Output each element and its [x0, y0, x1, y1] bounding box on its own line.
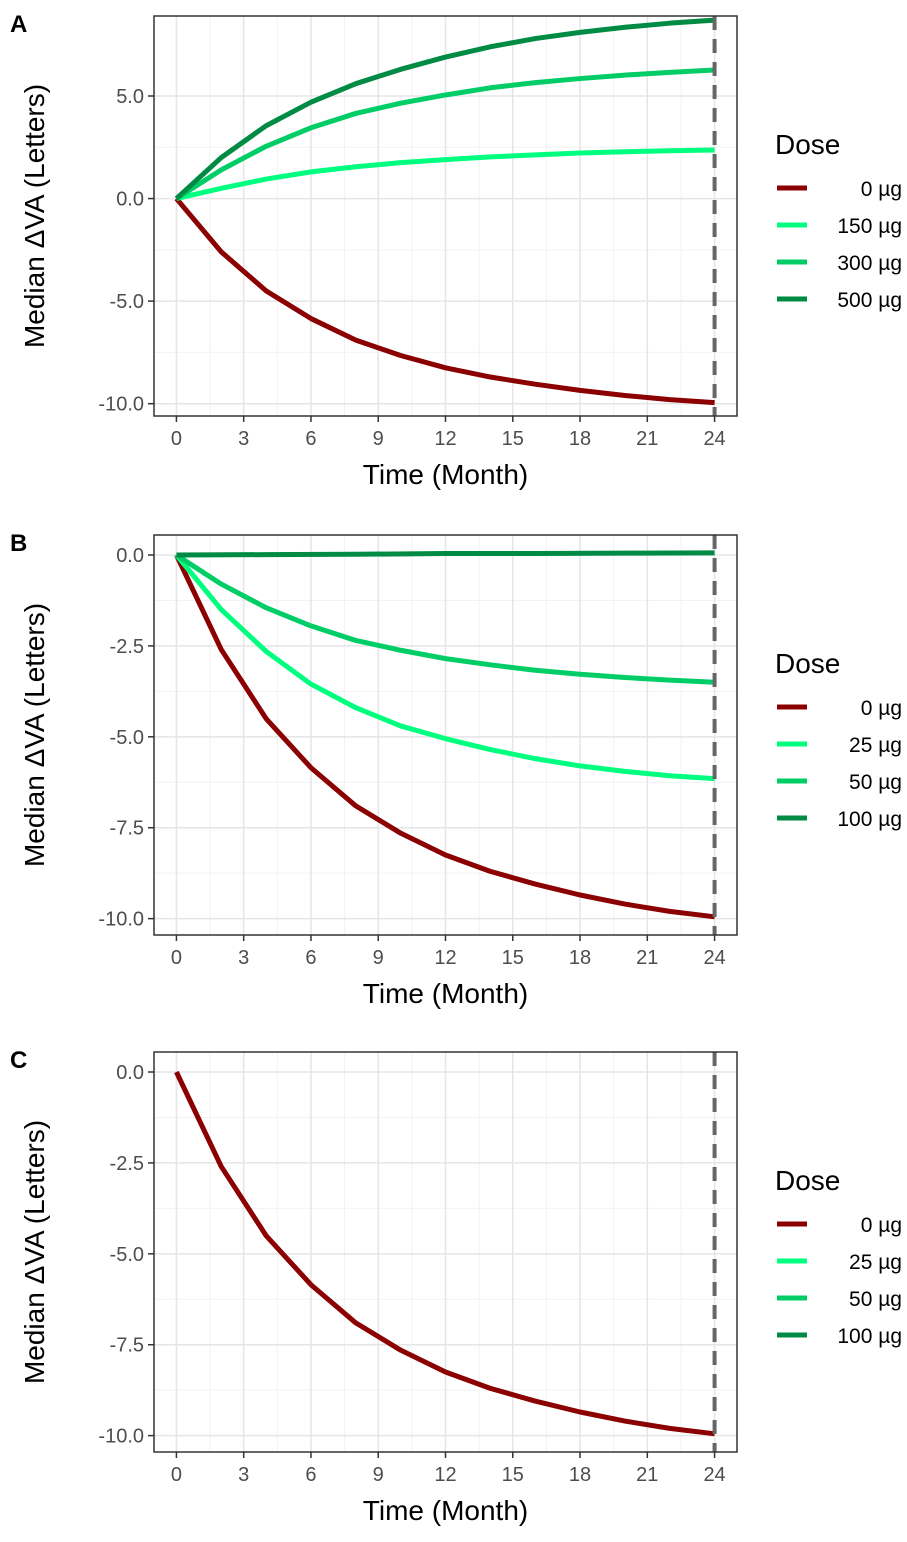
y-tick-label: -10.0 — [98, 394, 144, 416]
legend-title: Dose — [775, 1165, 840, 1196]
y-tick-label: 0.0 — [116, 189, 144, 211]
legend-title: Dose — [775, 648, 840, 679]
legend-label-3: 100 µg — [837, 1325, 902, 1348]
x-tick-label: 15 — [502, 1464, 524, 1486]
series-line-0 — [174, 553, 715, 920]
y-tick-label: -10.0 — [98, 1426, 144, 1448]
x-tick-label: 21 — [636, 947, 658, 969]
y-tick-label: 5.0 — [116, 86, 144, 108]
x-tick-label: 18 — [569, 947, 591, 969]
series-line-0 — [174, 1070, 715, 1437]
legend-label-0: 0 µg — [861, 1214, 902, 1237]
panel-label: A — [10, 11, 27, 38]
legend-label-0: 0 µg — [861, 697, 902, 720]
y-tick-label: -5.0 — [110, 1244, 144, 1266]
x-tick-label: 9 — [373, 947, 384, 969]
legend-label-3: 500 µg — [837, 289, 902, 312]
x-tick-label: 21 — [636, 428, 658, 450]
x-tick-label: 12 — [434, 428, 456, 450]
series-line-2 — [175, 67, 715, 201]
x-tick-label: 12 — [434, 947, 456, 969]
x-tick-label: 3 — [238, 947, 249, 969]
x-tick-label: 18 — [569, 428, 591, 450]
y-tick-label: -5.0 — [110, 727, 144, 749]
x-tick-label: 6 — [305, 428, 316, 450]
x-axis-title: Time (Month) — [363, 978, 528, 1009]
series-line-1 — [175, 147, 715, 201]
x-tick-label: 24 — [703, 1464, 725, 1486]
y-tick-label: -7.5 — [110, 818, 144, 840]
x-tick-label: 21 — [636, 1464, 658, 1486]
y-tick-label: 0.0 — [116, 545, 144, 567]
legend-label-1: 150 µg — [837, 215, 902, 238]
legend-label-2: 50 µg — [849, 771, 902, 794]
panel-a: A 0 3 6 9 12 15 18 21 24 5.0 0.0 -5.0 -10.0 Time (Mont… — [10, 11, 902, 490]
series-line-0 — [174, 196, 715, 406]
y-tick-label: -2.5 — [110, 1153, 144, 1175]
x-tick-label: 0 — [171, 428, 182, 450]
panel-c: C 0 3 6 9 12 15 18 21 24 0.0 -2.5 -5.0 -7.5 -10.0 Time … — [10, 1047, 902, 1526]
y-axis-title: Median ΔVA (Letters) — [19, 603, 50, 867]
x-tick-label: 24 — [703, 947, 725, 969]
legend-label-3: 100 µg — [837, 808, 902, 831]
y-tick-label: -2.5 — [110, 636, 144, 658]
x-tick-label: 15 — [502, 947, 524, 969]
y-tick-label: 0.0 — [116, 1062, 144, 1084]
x-tick-label: 6 — [305, 1464, 316, 1486]
x-tick-label: 3 — [238, 1464, 249, 1486]
series-line-3 — [174, 17, 715, 201]
x-tick-label: 9 — [373, 1464, 384, 1486]
legend-label-0: 0 µg — [861, 178, 902, 201]
x-tick-label: 9 — [373, 428, 384, 450]
x-tick-label: 3 — [238, 428, 249, 450]
panel-b: B 0 3 6 9 12 15 18 21 24 0.0 -2.5 -5.0 -7.5 -10.0 Time … — [10, 530, 902, 1009]
legend-label-1: 25 µg — [849, 734, 902, 757]
series-line-2 — [175, 552, 715, 685]
legend-label-2: 50 µg — [849, 1288, 902, 1311]
x-tick-label: 18 — [569, 1464, 591, 1486]
series-line-1 — [174, 553, 715, 782]
y-axis-title: Median ΔVA (Letters) — [19, 84, 50, 348]
x-tick-label: 6 — [305, 947, 316, 969]
x-tick-label: 0 — [171, 1464, 182, 1486]
y-tick-label: -5.0 — [110, 291, 144, 313]
x-tick-label: 24 — [703, 428, 725, 450]
legend-label-2: 300 µg — [837, 252, 902, 275]
legend-label-1: 25 µg — [849, 1251, 902, 1274]
y-axis-title: Median ΔVA (Letters) — [19, 1120, 50, 1384]
x-tick-label: 0 — [171, 947, 182, 969]
y-tick-label: -7.5 — [110, 1335, 144, 1357]
x-axis-title: Time (Month) — [363, 1495, 528, 1526]
legend-title: Dose — [775, 129, 840, 160]
x-tick-label: 12 — [434, 1464, 456, 1486]
panel-label: C — [10, 1047, 27, 1074]
x-tick-label: 15 — [502, 428, 524, 450]
x-axis-title: Time (Month) — [363, 459, 528, 490]
panel-label: B — [10, 530, 27, 557]
series-line-3 — [176, 550, 715, 558]
y-tick-label: -10.0 — [98, 909, 144, 931]
